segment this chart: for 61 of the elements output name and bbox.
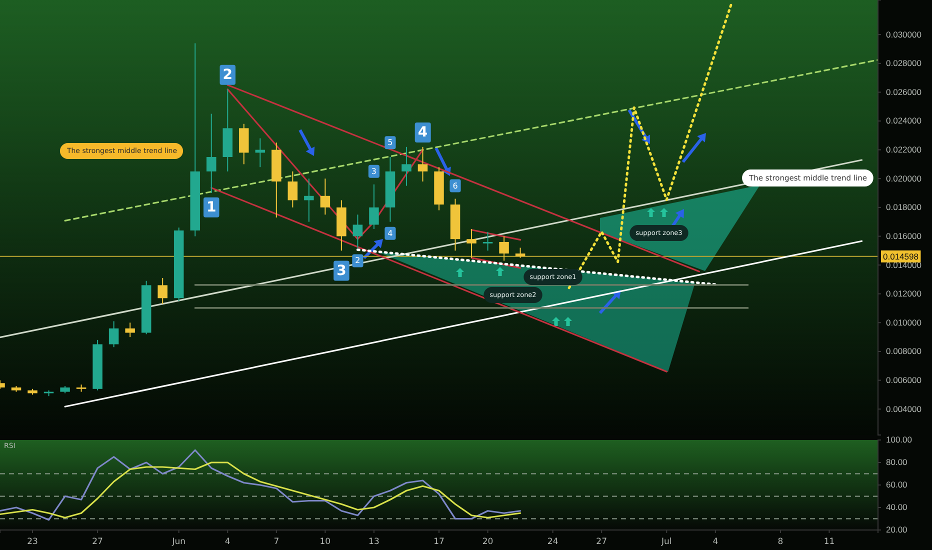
x-tick-label: 13 <box>368 537 380 548</box>
candlestick <box>418 146 428 182</box>
y-tick-label: 100.00 <box>886 434 912 445</box>
y-tick-label: 0.020000 <box>886 173 922 184</box>
x-tick-label: Jun <box>171 537 186 548</box>
y-tick-label: 0.016000 <box>886 230 922 241</box>
x-tick-label: 27 <box>92 537 103 548</box>
candlestick <box>206 113 216 194</box>
line-series <box>0 462 522 518</box>
y-tick-label: 0.024000 <box>886 116 922 126</box>
candlestick <box>482 231 493 252</box>
y-tick-label: 0.014000 <box>886 260 922 270</box>
y-tick-label: 0.026000 <box>886 86 922 97</box>
y-tick-label: 80.00 <box>886 457 908 468</box>
x-tick-label: 10 <box>320 537 331 548</box>
candlestick <box>402 146 412 186</box>
x-tick-label: Jul <box>660 537 672 548</box>
x-tick-label: 11 <box>824 537 835 548</box>
x-tick-label: 23 <box>27 537 38 548</box>
annotation: 6 <box>452 181 458 190</box>
x-tick-label: 4 <box>712 537 718 548</box>
y-tick-label: 40.00 <box>886 502 908 512</box>
y-tick-label: 0.030000 <box>886 29 922 40</box>
line-series <box>0 449 522 521</box>
candlestick <box>515 247 526 258</box>
candlestick <box>369 184 379 230</box>
candlestick <box>304 178 314 222</box>
annotation: 3 <box>336 262 346 279</box>
x-tick-label: 7 <box>274 537 280 548</box>
candlestick <box>466 228 476 258</box>
annotation: 4 <box>388 228 393 238</box>
x-tick-label: 4 <box>224 537 230 548</box>
x-tick-label: 17 <box>434 537 444 548</box>
y-tick-label: 0.004000 <box>886 404 922 414</box>
candlestick <box>108 320 119 348</box>
candlestick <box>288 170 298 208</box>
candlestick <box>499 236 509 262</box>
x-tick-label: 27 <box>596 537 608 548</box>
annotation: 5 <box>388 138 393 148</box>
x-tick-label: 8 <box>778 537 784 548</box>
y-tick-label: 0.006000 <box>886 374 922 385</box>
y-tick-label: 0.010000 <box>886 317 922 328</box>
candlestick <box>125 322 135 338</box>
annotation: 2 <box>222 66 233 83</box>
candlestick <box>158 277 168 304</box>
y-tick-label: 0.028000 <box>886 58 922 68</box>
y-tick-label: 20.00 <box>886 524 908 535</box>
x-tick-label: 24 <box>547 537 558 548</box>
annotation: 1 <box>206 199 216 216</box>
annotation: 2 <box>355 256 360 266</box>
y-tick-label: 0.008000 <box>886 346 922 356</box>
annotation: 4 <box>418 124 428 141</box>
y-tick-label: 0.012000 <box>886 288 922 299</box>
ref-line-label: 0.014598 <box>883 251 919 262</box>
candlestick <box>352 214 363 248</box>
annotation: 3 <box>371 166 377 176</box>
candlestick <box>320 178 330 216</box>
y-tick-label: 0.018000 <box>886 202 922 212</box>
y-tick-label: 0.022000 <box>886 144 922 155</box>
x-tick-label: 20 <box>482 537 494 548</box>
y-tick-label: 60.00 <box>886 480 908 490</box>
